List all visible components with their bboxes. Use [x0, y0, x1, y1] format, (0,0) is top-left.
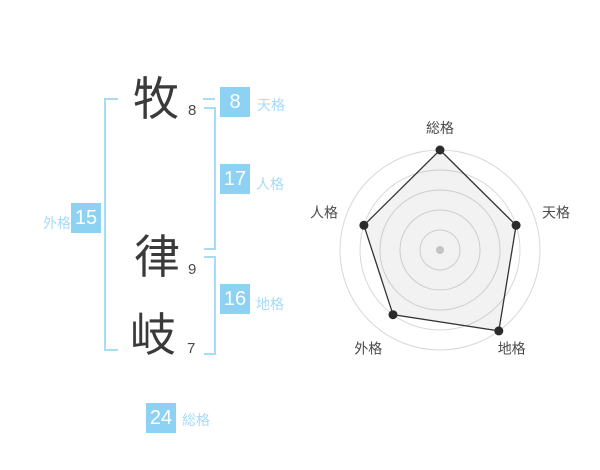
- radar-data-point: [435, 145, 445, 155]
- radar-axis-label: 地格: [498, 341, 526, 357]
- chikaku-bracket: [204, 256, 216, 355]
- radar-axis-label: 天格: [542, 204, 570, 220]
- radar-grid-ring: [379, 189, 501, 311]
- chikaku-value-badge: 16: [220, 284, 250, 314]
- radar-data-point: [388, 310, 398, 320]
- radar-grid-ring: [359, 169, 521, 331]
- gaikaku-label: 外格: [43, 215, 71, 231]
- gaikaku-bracket: [104, 98, 118, 351]
- tenkaku-label: 天格: [257, 97, 285, 113]
- chikaku-label: 地格: [256, 296, 284, 312]
- radar-axis-label: 総格: [426, 120, 454, 136]
- given-character-2-stroke-count: 7: [187, 340, 196, 357]
- radar-data-point: [359, 220, 369, 230]
- radar-axis-label: 外格: [354, 341, 382, 357]
- gaikaku-value-badge: 15: [71, 203, 101, 233]
- soukaku-value-badge: 24: [146, 403, 176, 433]
- tenkaku-value-badge: 8: [220, 87, 250, 117]
- radar-grid-ring: [399, 209, 481, 291]
- given-character-2: 岐: [130, 309, 176, 361]
- radar-data-point: [511, 220, 521, 230]
- radar-axis-label: 人格: [310, 204, 338, 220]
- given-character-1-stroke-count: 9: [188, 261, 197, 278]
- tenkaku-connector-line: [203, 98, 215, 100]
- jinkaku-bracket: [204, 107, 216, 250]
- radar-data-point: [494, 326, 504, 336]
- surname-stroke-count: 8: [188, 102, 197, 119]
- kaku-radar-chart: 総格天格地格 外格 人格: [300, 110, 580, 390]
- given-character-1: 律: [134, 231, 180, 283]
- radar-center-dot: [436, 246, 444, 254]
- radar-grid-ring: [419, 229, 461, 271]
- radar-data-polygon: [363, 149, 517, 332]
- jinkaku-value-badge: 17: [220, 164, 250, 194]
- surname-character: 牧: [133, 73, 179, 125]
- jinkaku-label: 人格: [256, 176, 284, 192]
- soukaku-label: 総格: [182, 412, 210, 428]
